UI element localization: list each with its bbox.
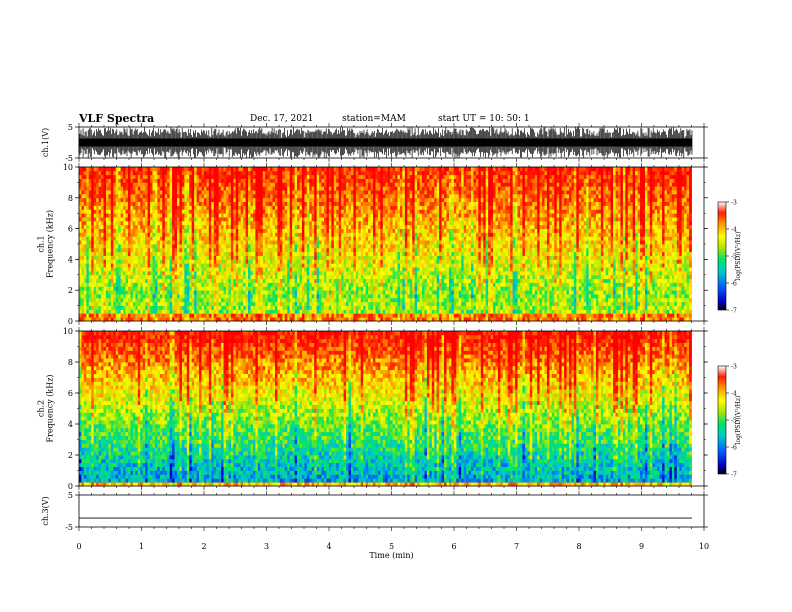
colorbar-label: log(PSD)(V²/Hz) [735,396,742,445]
y-tick-label: 0 [68,317,73,326]
x-tick-label: 9 [639,542,644,551]
colorbar-tick-label: -5 [731,254,737,261]
y-axis-label: ch.1(V) [41,128,50,157]
date-label: Dec. 17, 2021 [250,114,313,124]
y-tick-label: -5 [65,523,73,532]
x-tick-label: 1 [139,542,144,551]
colorbar-tick-label: -7 [731,308,737,315]
y-axis-label: ch.3(V) [41,496,50,525]
colorbar-ch2 [717,365,727,475]
y-tick-label: 6 [68,225,73,234]
y-tick-label: 4 [68,255,73,264]
panel-frame [78,494,705,528]
x-tick-label: 3 [264,542,269,551]
spectrogram-image-ch1 [79,167,692,322]
colorbar-tick-label: -6 [731,281,737,288]
y-tick-label: 0 [68,482,73,491]
y-tick-label: 4 [68,420,73,429]
colorbar-tick-label: -6 [731,445,737,452]
spectrogram-image-ch2 [79,331,692,487]
station-label: station=MAM [342,114,406,124]
colorbar-ch1 [717,201,727,311]
colorbar-tick-label: -5 [731,418,737,425]
x-tick-label: 5 [389,542,394,551]
y-tick-label: 5 [68,123,73,132]
ch1-waveform-line [78,127,693,158]
y-tick-label: 8 [68,358,73,367]
y-tick-label: 8 [68,194,73,203]
colorbar-label: log(PSD)(V²/Hz) [735,232,742,281]
y-axis-label: Frequency (kHz) [46,374,55,442]
y-tick-label: 2 [68,451,73,460]
x-tick-label: 0 [76,542,81,551]
x-tick-label: 6 [451,542,456,551]
y-tick-label: -5 [65,154,73,163]
colorbar-tick-label: -3 [731,200,737,207]
start-time-label: start UT = 10: 50: 1 [438,114,530,124]
x-tick-label: 8 [576,542,581,551]
x-tick-label: 4 [326,542,331,551]
x-axis-label: Time (min) [369,551,413,560]
y-tick-label: 10 [63,327,73,336]
colorbar-tick-label: -3 [731,364,737,371]
y-axis-label: Frequency (kHz) [46,210,55,278]
y-tick-label: 5 [68,491,73,500]
colorbar-tick-label: -4 [731,391,737,398]
x-tick-label: 2 [201,542,206,551]
colorbar-tick-label: -4 [731,227,737,234]
x-tick-label: 10 [699,542,709,551]
chart-title: VLF Spectra [79,112,154,125]
y-axis-label: ch.1 [37,235,46,252]
y-tick-label: 10 [63,163,73,172]
y-tick-label: 2 [68,286,73,295]
colorbar-tick-label: -7 [731,472,737,479]
y-axis-label: ch.2 [37,400,46,417]
y-tick-label: 6 [68,389,73,398]
x-tick-label: 7 [514,542,519,551]
